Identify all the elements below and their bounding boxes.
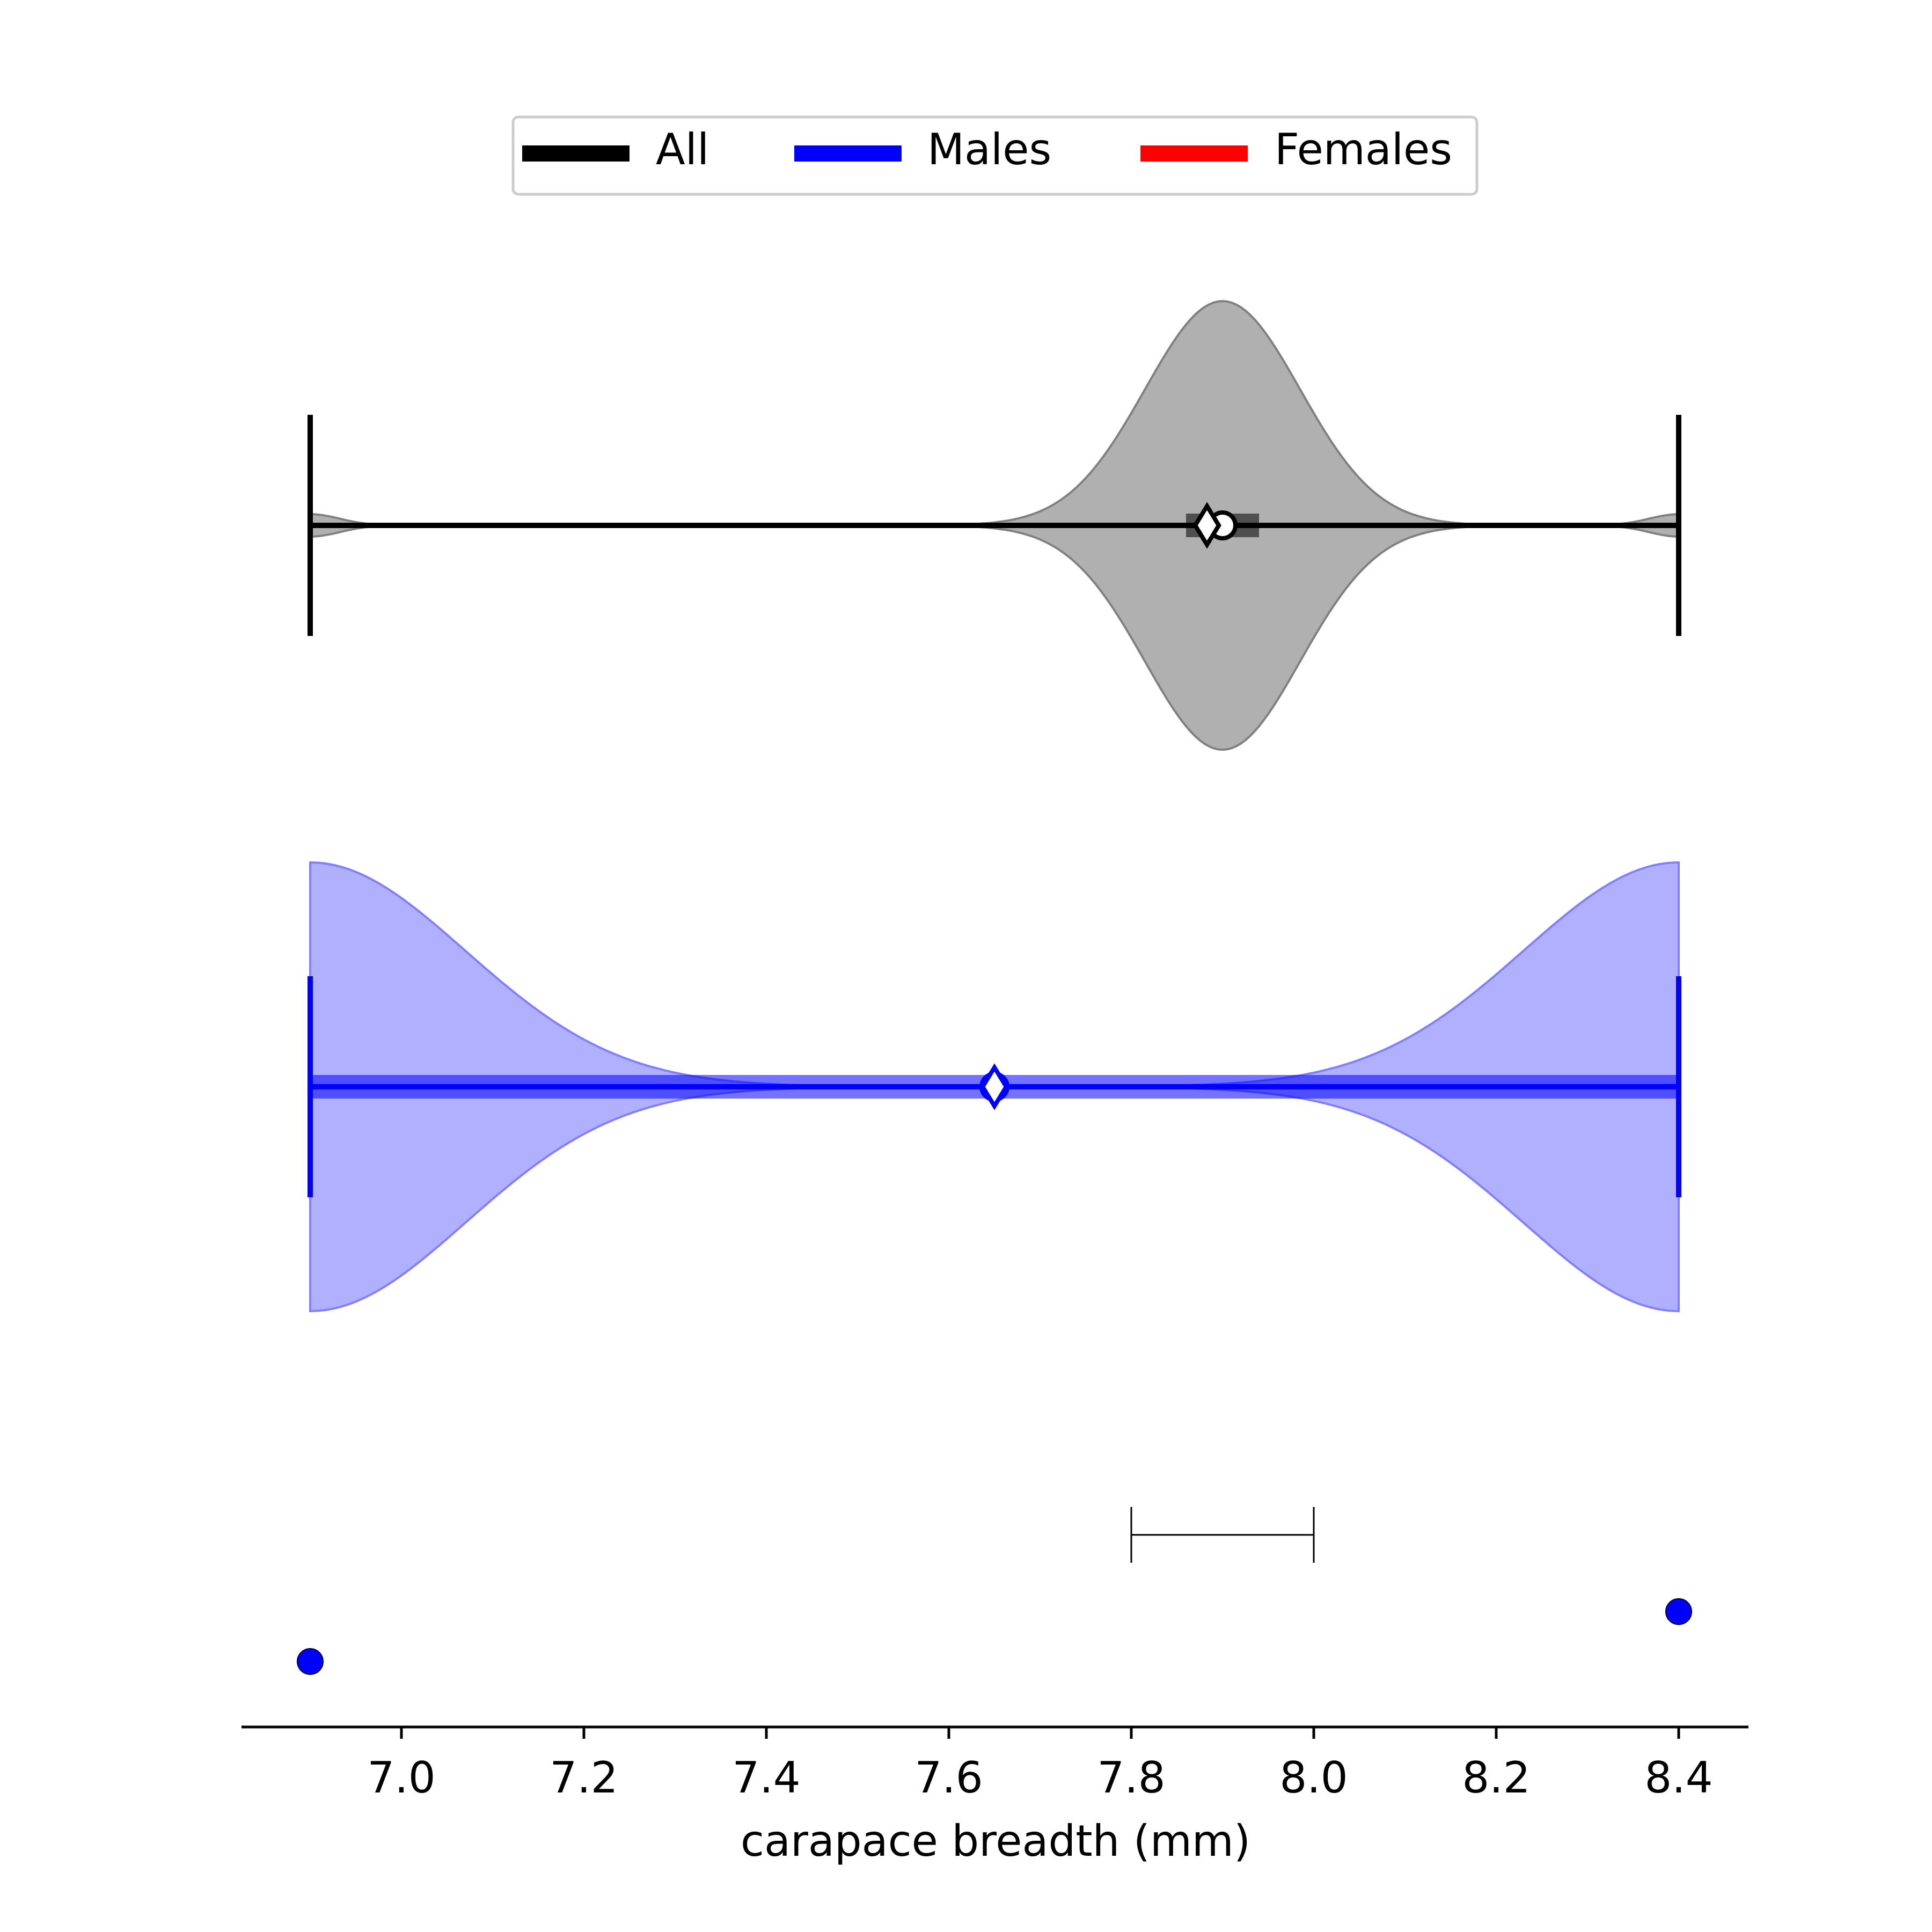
- scale-bar: [1130, 1507, 1315, 1563]
- legend-entry-females: Females: [1140, 125, 1452, 174]
- mean-marker-all: [1192, 502, 1221, 549]
- x-tick-label: 7.2: [550, 1753, 618, 1803]
- legend-entry-all: All: [522, 125, 709, 174]
- violins: [308, 299, 1681, 1313]
- x-tick-label: 7.8: [1097, 1753, 1165, 1803]
- x-tick-label: 8.0: [1279, 1753, 1348, 1803]
- x-tick-label: 8.4: [1644, 1753, 1713, 1803]
- legend: All Males Females: [511, 115, 1479, 196]
- x-tick-label: 7.6: [914, 1753, 983, 1803]
- legend-label-females: Females: [1275, 125, 1452, 174]
- x-axis: 7.0 7.2 7.4 7.6 7.8 8.0 8.2 8.4: [241, 1725, 1748, 1803]
- x-tick-label: 8.2: [1462, 1753, 1530, 1803]
- legend-frame: [511, 115, 1479, 196]
- data-point-males: [1665, 1598, 1692, 1625]
- data-points: [297, 1598, 1692, 1675]
- legend-label-males: Males: [927, 125, 1051, 174]
- violin-males: [308, 861, 1681, 1313]
- x-tick-label: 7.4: [732, 1753, 800, 1803]
- legend-label-all: All: [656, 125, 709, 174]
- x-axis-label: carapace breadth (mm): [741, 1816, 1250, 1866]
- x-tick-label: 7.0: [367, 1753, 435, 1803]
- legend-entry-males: Males: [794, 125, 1051, 174]
- mean-marker-males: [980, 1063, 1009, 1110]
- data-point-males: [297, 1648, 324, 1675]
- violin-all: [308, 299, 1681, 751]
